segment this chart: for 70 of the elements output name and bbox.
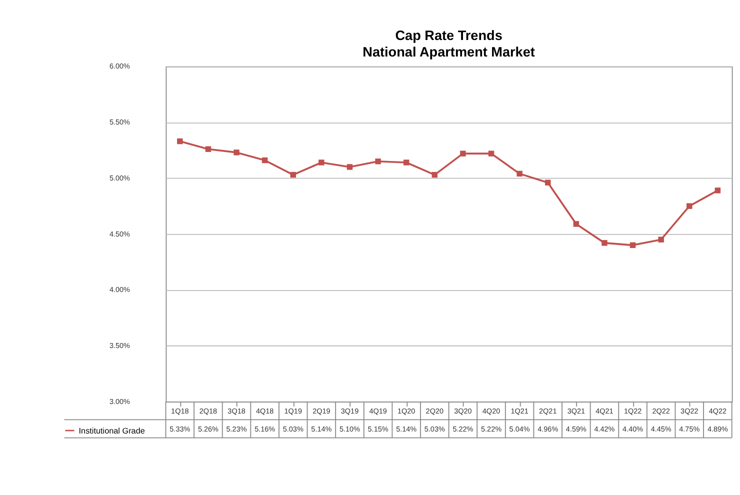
point — [205, 146, 212, 152]
y-tick-label: 5.00% — [109, 173, 131, 182]
x-tick-label: 4Q22 — [708, 406, 727, 416]
x-tick-label: 4Q18 — [256, 406, 274, 416]
legend-label: Institutional Grade — [78, 426, 146, 436]
data-label: 5.22% — [481, 424, 502, 434]
x-tick-label: 1Q19 — [284, 406, 302, 416]
x-tick-label: 4Q19 — [369, 406, 387, 416]
point — [234, 150, 240, 156]
chart-subtitle: National Apartment Market — [362, 44, 536, 60]
point — [346, 164, 353, 170]
point — [573, 221, 580, 227]
point — [658, 236, 664, 242]
x-tick-label: 3Q21 — [567, 406, 586, 416]
data-label: 5.23% — [226, 424, 248, 434]
point — [602, 240, 608, 246]
point — [262, 157, 268, 164]
point — [714, 188, 721, 194]
data-label: 5.03% — [282, 424, 304, 434]
x-tick-label: 2Q19 — [312, 406, 330, 416]
point — [177, 138, 183, 144]
y-tick-label: 3.00% — [109, 396, 131, 406]
x-tick-label: 4Q20 — [482, 406, 500, 416]
x-tick-label: 3Q20 — [454, 406, 472, 416]
point — [686, 203, 692, 209]
point — [488, 150, 494, 156]
y-tick-label: 3.50% — [109, 340, 131, 350]
data-label: 5.14% — [311, 424, 332, 434]
data-label: 5.16% — [254, 424, 276, 434]
data-label: 4.75% — [679, 424, 700, 434]
y-tick-label: 6.00% — [109, 62, 131, 71]
x-tick-label: 3Q22 — [680, 406, 698, 416]
data-label: 4.89% — [707, 424, 729, 434]
data-label: 5.03% — [424, 424, 446, 434]
x-tick-label: 1Q22 — [624, 406, 642, 416]
x-tick-label: 1Q20 — [397, 406, 416, 416]
x-tick-label: 1Q18 — [171, 406, 189, 416]
x-tick-label: 2Q22 — [652, 406, 670, 416]
data-label: 4.42% — [594, 424, 616, 434]
y-tick-label: 5.50% — [109, 118, 131, 127]
point — [545, 180, 551, 186]
data-label: 5.15% — [368, 424, 389, 434]
x-tick-label: 3Q19 — [340, 406, 359, 416]
x-tick-label: 4Q21 — [596, 406, 614, 416]
data-label: 5.26% — [198, 424, 220, 434]
y-tick-label: 4.00% — [109, 285, 131, 294]
point — [403, 160, 410, 166]
point — [432, 172, 438, 178]
data-label: 5.33% — [170, 424, 191, 434]
point — [318, 160, 324, 166]
data-label: 5.10% — [339, 424, 361, 434]
x-tick-label: 2Q21 — [539, 406, 557, 416]
point — [290, 172, 296, 178]
point — [630, 242, 636, 248]
y-tick-label: 4.50% — [109, 229, 131, 238]
data-label: 5.14% — [396, 424, 418, 434]
point — [375, 158, 381, 164]
chart-title: Cap Rate Trends — [395, 28, 502, 44]
data-label: 4.40% — [622, 424, 644, 434]
x-tick-label: 1Q21 — [510, 406, 528, 416]
x-tick-label: 3Q18 — [228, 406, 246, 416]
data-label: 4.96% — [538, 424, 559, 434]
data-label: 4.45% — [650, 424, 672, 434]
point — [516, 170, 522, 177]
data-label: 5.22% — [452, 424, 474, 434]
point — [460, 150, 466, 156]
data-label: 4.59% — [566, 424, 587, 434]
x-tick-label: 2Q18 — [199, 406, 218, 416]
x-tick-label: 2Q20 — [426, 406, 444, 416]
data-label: 5.04% — [509, 424, 530, 434]
